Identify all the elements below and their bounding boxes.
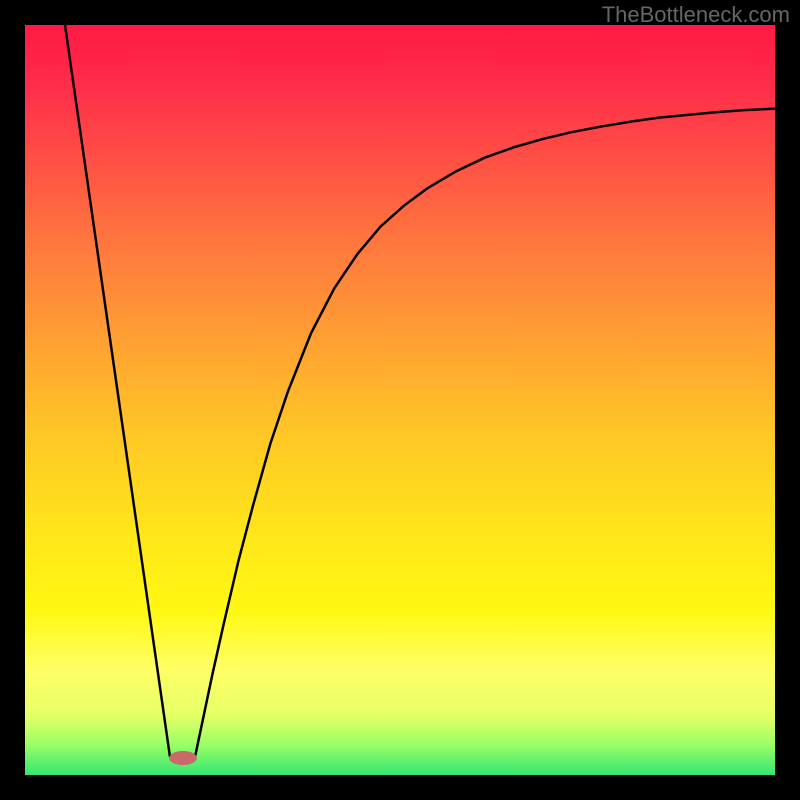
watermark-text: TheBottleneck.com (602, 2, 790, 28)
plot-background (25, 25, 775, 775)
bottleneck-marker (169, 751, 197, 765)
bottleneck-chart-svg (0, 0, 800, 800)
chart-container: TheBottleneck.com (0, 0, 800, 800)
